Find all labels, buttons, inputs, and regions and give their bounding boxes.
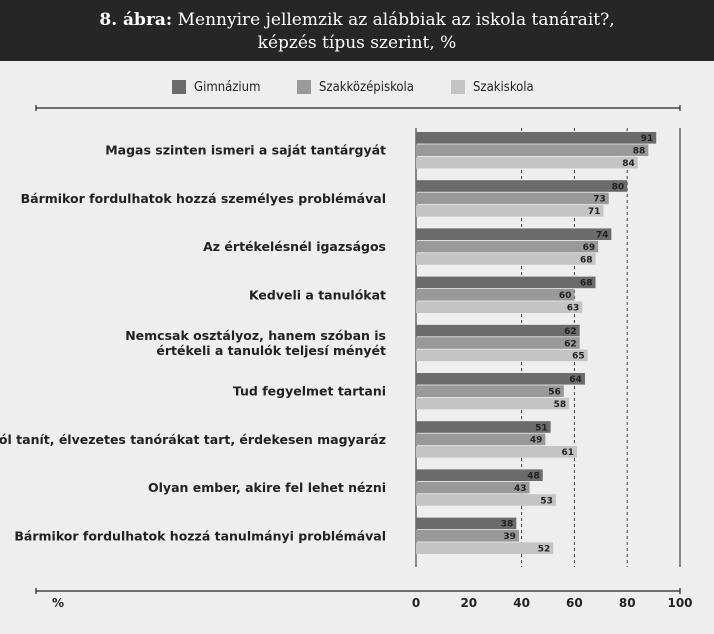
unit-label: % bbox=[52, 596, 64, 610]
bar-szakiskola bbox=[416, 446, 578, 458]
data-label: 91 bbox=[641, 134, 654, 144]
x-tick-label-60: 60 bbox=[566, 596, 583, 610]
legend-item-gimnazium: Gimnázium bbox=[172, 78, 261, 96]
legend-label-gimnazium: Gimnázium bbox=[194, 79, 261, 95]
category-label: Jól tanít, élvezetes tanórákat tart, érd… bbox=[0, 432, 386, 447]
data-label: 56 bbox=[548, 388, 561, 398]
bar-gimnázium bbox=[416, 517, 517, 530]
category-label: Bármikor fordulhatok hozzá tanulmányi pr… bbox=[14, 528, 386, 543]
bar-szakiskola bbox=[416, 542, 554, 554]
title-text: Mennyire jellemzik az alábbiak az iskola… bbox=[177, 10, 615, 30]
data-label: 64 bbox=[569, 375, 582, 385]
bar-gimnázium bbox=[416, 469, 543, 481]
data-label: 43 bbox=[514, 484, 527, 494]
bar-szakközépiskola bbox=[416, 289, 575, 301]
data-label: 58 bbox=[554, 400, 567, 410]
data-label: 61 bbox=[562, 448, 575, 458]
data-label: 62 bbox=[564, 339, 577, 349]
bar-gimnázium bbox=[416, 421, 551, 433]
bar-gimnázium bbox=[416, 276, 596, 289]
chart-legend: Gimnázium Szakközépiskola Szakiskola bbox=[0, 78, 714, 96]
legend-label-szakiskola: Szakiskola bbox=[473, 79, 534, 95]
data-label: 68 bbox=[580, 255, 593, 265]
data-label: 80 bbox=[612, 182, 625, 192]
legend-label-szakkozepiskola: Szakközépiskola bbox=[319, 79, 414, 95]
data-label: 84 bbox=[622, 159, 635, 169]
category-label: Kedveli a tanulókat bbox=[249, 287, 386, 302]
bar-szakiskola bbox=[416, 253, 596, 265]
bar-gimnázium bbox=[416, 132, 657, 144]
bar-szakközépiskola bbox=[416, 481, 530, 494]
bar-gimnázium bbox=[416, 228, 612, 240]
bar-gimnázium bbox=[416, 324, 580, 337]
data-label: 71 bbox=[588, 207, 601, 217]
category-label: Bármikor fordulhatok hozzá személyes pro… bbox=[21, 191, 386, 206]
chart-title-line1: 8. ábra: Mennyire jellemzik az alábbiak … bbox=[0, 10, 714, 30]
category-label: értékeli a tanulók teljesí ményét bbox=[156, 343, 386, 358]
bar-szakközépiskola bbox=[416, 433, 546, 446]
data-label: 74 bbox=[596, 231, 609, 241]
x-tick-label-80: 80 bbox=[619, 596, 636, 610]
legend-swatch-gimnazium bbox=[172, 80, 186, 94]
data-label: 60 bbox=[559, 291, 572, 301]
data-label: 88 bbox=[633, 147, 646, 157]
data-label: 39 bbox=[503, 532, 516, 542]
bar-szakiskola bbox=[416, 301, 583, 313]
bar-szakiskola bbox=[416, 494, 556, 506]
x-tick-label-40: 40 bbox=[513, 596, 530, 610]
bar-szakközépiskola bbox=[416, 385, 564, 397]
category-label: Olyan ember, akire fel lehet nézni bbox=[148, 480, 386, 495]
legend-item-szakkozepiskola: Szakközépiskola bbox=[297, 78, 414, 96]
x-tick-label-0: 0 bbox=[412, 596, 420, 610]
data-label: 49 bbox=[530, 436, 543, 446]
bar-szakiskola bbox=[416, 156, 638, 169]
chart-title-bar: 8. ábra: Mennyire jellemzik az alábbiak … bbox=[0, 0, 714, 61]
category-label: Az értékelésnél igazságos bbox=[203, 239, 386, 254]
data-label: 53 bbox=[540, 496, 553, 506]
legend-item-szakiskola: Szakiskola bbox=[451, 78, 534, 96]
bar-szakközépiskola bbox=[416, 337, 580, 349]
data-label: 63 bbox=[567, 304, 580, 314]
bar-szakközépiskola bbox=[416, 240, 599, 253]
data-label: 69 bbox=[583, 243, 596, 253]
legend-swatch-szakkozepiskola bbox=[297, 80, 311, 94]
bar-szakiskola bbox=[416, 205, 604, 217]
data-label: 73 bbox=[593, 195, 606, 205]
bar-gimnázium bbox=[416, 180, 628, 192]
bar-szakiskola bbox=[416, 397, 570, 410]
bar-szakközépiskola bbox=[416, 530, 519, 542]
bar-gimnázium bbox=[416, 373, 585, 385]
bar-szakközépiskola bbox=[416, 192, 609, 205]
x-tick-label-100: 100 bbox=[667, 596, 692, 610]
data-label: 48 bbox=[527, 472, 540, 482]
category-label: Magas szinten ismeri a saját tantárgyát bbox=[105, 143, 386, 158]
data-label: 65 bbox=[572, 352, 585, 362]
figure-number: 8. ábra: bbox=[99, 10, 173, 30]
data-label: 38 bbox=[501, 520, 514, 530]
category-label: Nemcsak osztályoz, hanem szóban is bbox=[125, 328, 386, 343]
bar-szakközépiskola bbox=[416, 144, 649, 156]
data-label: 51 bbox=[535, 423, 548, 433]
chart-title-line2: képzés típus szerint, % bbox=[257, 33, 457, 53]
data-label: 52 bbox=[538, 545, 551, 555]
x-tick-label-20: 20 bbox=[460, 596, 477, 610]
data-label: 68 bbox=[580, 279, 593, 289]
data-label: 62 bbox=[564, 327, 577, 337]
bar-szakiskola bbox=[416, 349, 588, 362]
category-label: Tud fegyelmet tartani bbox=[233, 384, 386, 399]
legend-swatch-szakiskola bbox=[451, 80, 465, 94]
